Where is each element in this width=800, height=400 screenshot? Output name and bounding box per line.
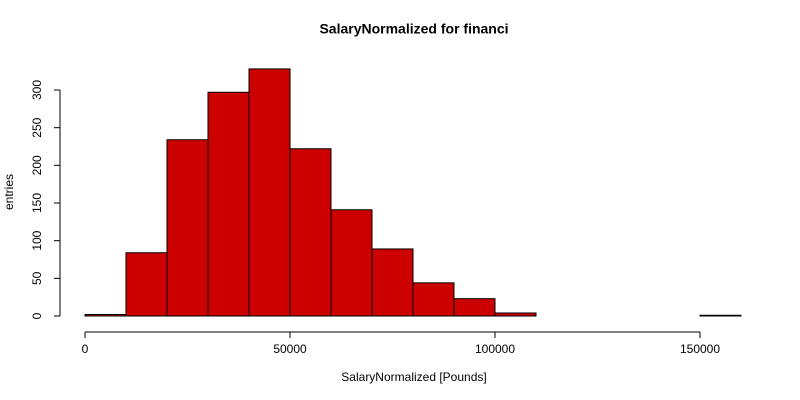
bar [453,298,496,317]
bar [289,148,332,317]
y-tick-label: 250 [30,117,44,137]
y-tick-label: 100 [30,230,44,250]
bar [494,312,537,317]
y-tick-label: 300 [30,80,44,100]
chart-title: SalaryNormalized for financi [319,21,508,37]
bar [125,252,168,317]
x-tick-label: 50000 [273,342,307,356]
x-tick-label: 150000 [680,342,720,356]
y-tick-label: 150 [30,193,44,213]
bar [248,68,291,317]
bar [330,209,373,317]
y-tick-label: 0 [30,312,44,319]
y-tick-label: 50 [30,271,44,285]
y-tick-label: 200 [30,155,44,175]
bar [371,248,414,317]
x-axis-label: SalaryNormalized [Pounds] [341,370,486,384]
bar [699,314,742,317]
x-tick-label: 100000 [475,342,515,356]
y-axis-label: entries [2,174,16,210]
bar [166,139,209,317]
bar [207,91,250,317]
bar [412,282,455,317]
x-tick-label: 0 [82,342,89,356]
bar [84,313,127,317]
